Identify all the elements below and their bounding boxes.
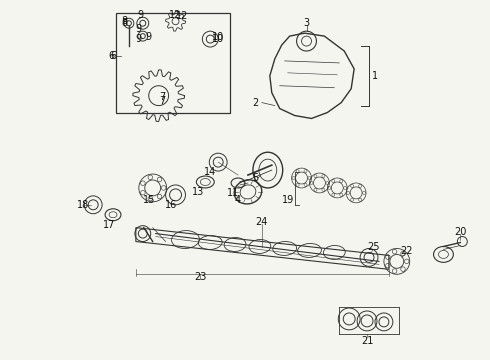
Text: 8: 8 [121, 16, 127, 26]
Text: 7: 7 [160, 92, 166, 102]
Text: 22: 22 [400, 247, 413, 256]
Text: 9: 9 [136, 34, 142, 44]
Text: 15: 15 [143, 195, 155, 205]
Text: 24: 24 [256, 217, 268, 227]
Text: 11: 11 [227, 188, 239, 198]
Text: 9: 9 [138, 10, 144, 20]
Text: 2: 2 [252, 98, 258, 108]
Text: 17: 17 [103, 220, 115, 230]
Text: 6: 6 [108, 51, 114, 61]
Text: 9: 9 [146, 32, 152, 42]
Text: 10: 10 [212, 34, 224, 44]
Bar [116, 13, 230, 113]
Text: 7: 7 [160, 96, 166, 105]
Text: 23: 23 [194, 272, 206, 282]
Text: 21: 21 [361, 336, 373, 346]
Text: 12: 12 [176, 11, 189, 21]
Text: 19: 19 [282, 195, 294, 205]
Text: 12: 12 [170, 10, 182, 20]
Text: 1: 1 [372, 71, 378, 81]
Text: 20: 20 [454, 226, 466, 237]
Text: 10: 10 [212, 32, 224, 42]
Text: 6: 6 [110, 51, 116, 61]
Text: 5: 5 [252, 173, 258, 183]
Text: 18: 18 [77, 200, 89, 210]
Text: 16: 16 [165, 200, 177, 210]
Text: 9: 9 [136, 24, 142, 34]
Text: 25: 25 [368, 243, 380, 252]
Text: 13: 13 [192, 187, 204, 197]
Text: 8: 8 [121, 18, 127, 28]
Text: 14: 14 [204, 167, 217, 177]
Text: 3: 3 [303, 18, 310, 28]
Text: 4: 4 [235, 195, 241, 205]
